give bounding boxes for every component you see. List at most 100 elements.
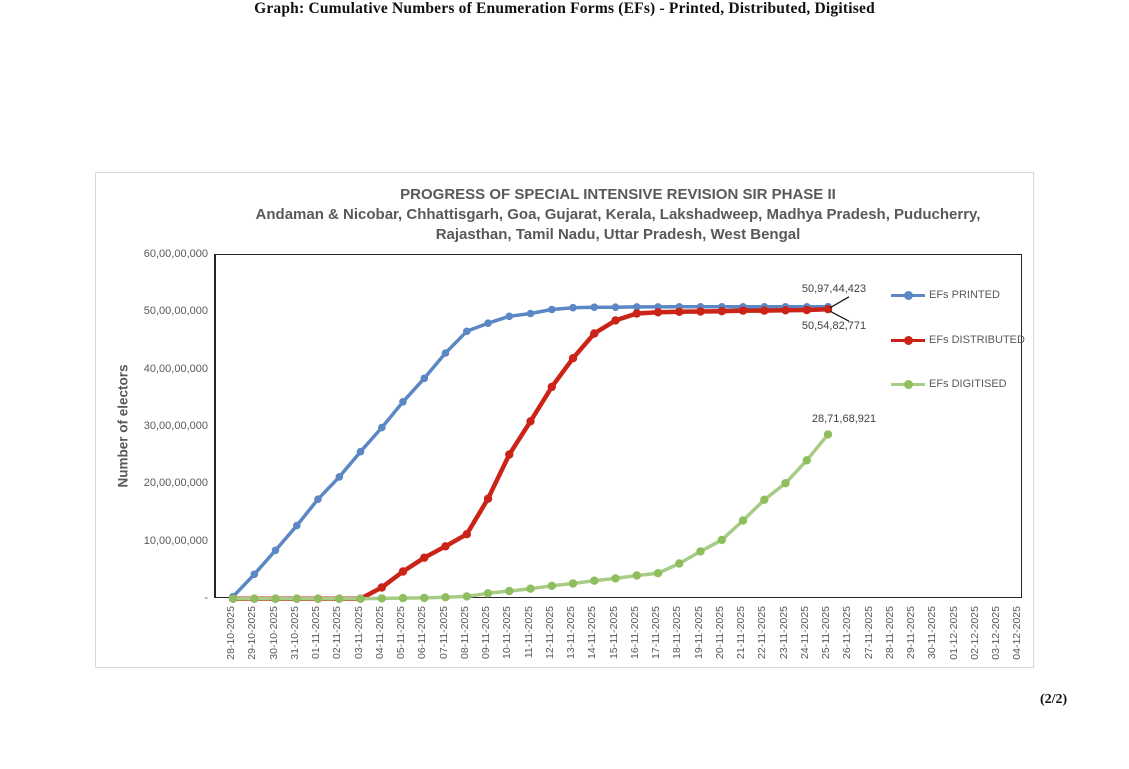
series-marker xyxy=(505,450,514,459)
series-marker xyxy=(420,553,429,562)
series-marker xyxy=(802,305,811,315)
series-marker xyxy=(568,579,578,588)
plot-area xyxy=(214,254,1022,603)
x-tick-label: 06-11-2025 xyxy=(416,606,429,659)
x-tick-label: 12-11-2025 xyxy=(543,606,556,659)
y-tick-label: 20,00,00,000 xyxy=(143,477,208,490)
series-marker xyxy=(377,583,386,592)
x-tick-label: 04-12-2025 xyxy=(1011,606,1024,660)
x-tick-label: 31-10-2025 xyxy=(288,606,301,660)
x-tick-label: 28-11-2025 xyxy=(883,606,896,659)
series-marker xyxy=(292,594,301,603)
chart-subtitle-line-1: Andaman & Nicobar, Chhattisgarh, Goa, Gu… xyxy=(255,206,981,223)
series-marker xyxy=(781,306,790,315)
series-marker xyxy=(526,309,535,318)
x-tick-label: 25-11-2025 xyxy=(820,606,832,659)
series-marker xyxy=(483,589,493,598)
x-tick-label: 14-11-2025 xyxy=(586,606,599,659)
series-marker xyxy=(293,521,301,530)
x-tick-label: 18-11-2025 xyxy=(671,606,684,659)
data-label-leader-line xyxy=(829,310,850,322)
series-marker xyxy=(526,417,535,426)
legend-label: EFs DISTRIBUTED xyxy=(929,334,1025,346)
series-marker xyxy=(462,530,471,539)
series-marker xyxy=(590,576,599,585)
series-marker xyxy=(356,594,365,603)
x-tick-label: 04-11-2025 xyxy=(373,606,386,659)
series-marker xyxy=(463,327,471,336)
series-marker xyxy=(738,516,748,525)
series-marker xyxy=(420,593,429,603)
series-marker xyxy=(675,307,684,316)
series-marker xyxy=(568,354,578,363)
x-tick-label: 22-11-2025 xyxy=(756,606,769,659)
x-tick-label: 27-11-2025 xyxy=(862,606,875,659)
series-marker xyxy=(526,584,535,593)
x-tick-label: 30-10-2025 xyxy=(267,606,280,660)
series-line-efs-distributed xyxy=(230,306,831,601)
series-marker xyxy=(313,594,323,603)
series-marker xyxy=(314,495,322,503)
y-tick-label: 60,00,00,000 xyxy=(143,248,208,260)
series-marker xyxy=(823,430,833,439)
series-marker xyxy=(399,398,407,406)
data-label-efs-distributed: 50,54,82,771 xyxy=(801,320,867,332)
series-marker xyxy=(420,374,429,383)
data-label-leader-line xyxy=(829,296,850,309)
page-number: (2/2) xyxy=(1040,692,1068,707)
y-tick-label: 40,00,00,000 xyxy=(143,362,208,375)
series-marker xyxy=(738,306,748,315)
x-tick-label: 02-12-2025 xyxy=(968,606,981,660)
y-tick-label: - xyxy=(204,592,208,604)
x-tick-label: 16-11-2025 xyxy=(628,606,641,659)
x-tick-label: 29-10-2025 xyxy=(246,606,259,660)
series-marker xyxy=(547,382,556,392)
x-tick-label: 15-11-2025 xyxy=(607,606,620,659)
series-marker xyxy=(696,547,705,556)
x-tick-label: 05-11-2025 xyxy=(395,606,407,659)
series-marker xyxy=(590,329,599,338)
series-marker xyxy=(760,495,769,504)
series-marker xyxy=(781,479,790,488)
x-tick-label: 17-11-2025 xyxy=(650,606,662,659)
legend-dot-icon xyxy=(904,291,913,300)
series-marker xyxy=(462,592,471,601)
series-marker xyxy=(250,594,259,603)
legend-dot-icon xyxy=(904,380,913,389)
series-marker xyxy=(675,559,684,568)
series-line-efs-printed xyxy=(231,304,830,599)
series-marker xyxy=(611,316,620,325)
legend-dot-icon xyxy=(904,336,913,345)
x-tick-label: 28-10-2025 xyxy=(225,606,237,660)
chart-title-block: PROGRESS OF SPECIAL INTENSIVE REVISION S… xyxy=(214,185,1022,245)
data-label-efs-digitised: 28,71,68,921 xyxy=(811,413,877,425)
series-marker xyxy=(717,307,726,316)
series-marker xyxy=(547,581,556,590)
x-tick-label: 24-11-2025 xyxy=(798,606,811,659)
series-marker xyxy=(398,593,408,603)
series-marker xyxy=(653,569,663,578)
chart-figure: PROGRESS OF SPECIAL INTENSIVE REVISION S… xyxy=(95,172,1034,668)
series-marker xyxy=(484,319,492,327)
x-tick-label: 30-11-2025 xyxy=(926,606,939,659)
series-marker xyxy=(632,309,641,318)
x-tick-label: 29-11-2025 xyxy=(905,606,917,659)
series-marker xyxy=(271,594,280,603)
legend-label: EFs DIGITISED xyxy=(929,378,1007,390)
series-marker xyxy=(398,567,408,576)
x-tick-label: 03-11-2025 xyxy=(352,606,365,659)
figure-caption: Graph: Cumulative Numbers of Enumeration… xyxy=(254,0,875,17)
series-marker xyxy=(802,456,811,465)
series-marker xyxy=(441,542,450,551)
series-marker xyxy=(335,473,344,481)
x-tick-label: 03-12-2025 xyxy=(990,606,1002,660)
y-tick-label: 30,00,00,000 xyxy=(143,420,208,432)
x-tick-label: 20-11-2025 xyxy=(713,606,726,659)
x-tick-label: 09-11-2025 xyxy=(480,606,492,659)
series-marker xyxy=(611,303,620,311)
x-tick-label: 08-11-2025 xyxy=(458,606,471,659)
series-marker xyxy=(271,546,280,555)
series-marker xyxy=(228,594,238,603)
series-marker xyxy=(548,305,556,314)
series-marker xyxy=(356,447,365,456)
